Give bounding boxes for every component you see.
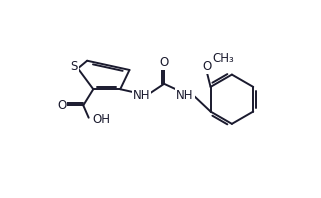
Text: S: S bbox=[70, 60, 78, 73]
Text: O: O bbox=[57, 99, 66, 112]
Text: NH: NH bbox=[176, 89, 194, 102]
Text: NH: NH bbox=[133, 89, 151, 102]
Text: OH: OH bbox=[92, 113, 110, 126]
Text: O: O bbox=[202, 60, 211, 73]
Text: O: O bbox=[160, 56, 169, 69]
Text: CH₃: CH₃ bbox=[213, 52, 235, 65]
